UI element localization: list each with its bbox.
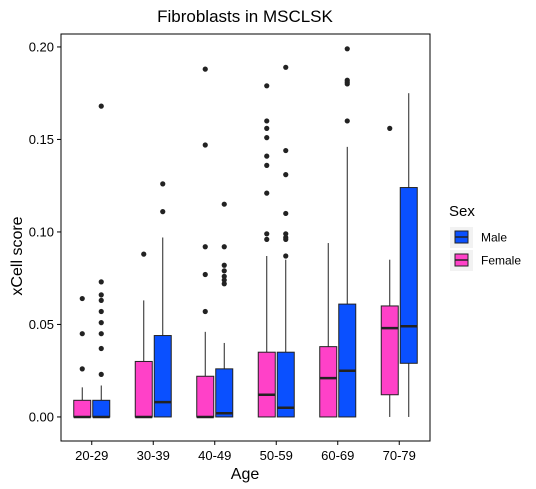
box-female-60-69	[319, 243, 338, 418]
outlier-point	[283, 147, 289, 154]
box-body	[338, 303, 357, 418]
box-body	[319, 346, 338, 418]
box-male-70-79	[399, 93, 418, 417]
outlier-point	[344, 118, 350, 124]
box-layer	[73, 46, 418, 419]
box-body	[92, 399, 111, 418]
outlier-point	[79, 295, 85, 302]
outlier-point	[221, 262, 227, 268]
outlier-point	[283, 253, 289, 259]
outlier-point	[221, 277, 227, 283]
outlier-point	[98, 345, 104, 352]
outlier-point	[202, 308, 208, 315]
outlier-point	[221, 201, 227, 207]
outlier-point	[141, 251, 147, 257]
box-body	[380, 305, 399, 396]
outlier-point	[160, 209, 166, 215]
outlier-point	[98, 331, 104, 337]
legend-label-male: Male	[481, 231, 507, 245]
box-male-30-39	[153, 181, 172, 418]
x-tick-label: 60-69	[321, 448, 354, 463]
box-female-70-79	[380, 125, 399, 417]
y-tick-label: 0.10	[29, 224, 54, 239]
outlier-point	[98, 279, 104, 285]
x-tick-label: 20-29	[75, 448, 108, 463]
chart-title: Fibroblasts in MSCLSK	[157, 7, 333, 26]
box-body	[257, 351, 276, 418]
outlier-point	[283, 210, 289, 217]
outlier-point	[202, 142, 208, 148]
box-female-20-29	[73, 295, 92, 419]
box-female-40-49	[196, 66, 215, 419]
box-body	[153, 335, 172, 418]
outlier-point	[264, 153, 270, 159]
outlier-point	[221, 244, 227, 250]
outlier-point	[221, 273, 227, 279]
outlier-point	[98, 371, 104, 377]
outlier-point	[79, 331, 85, 337]
y-axis: 0.00 0.05 0.10 0.15 0.20	[29, 39, 61, 424]
x-tick-label: 30-39	[137, 448, 170, 463]
outlier-point	[264, 83, 270, 89]
outlier-point	[264, 231, 270, 237]
y-tick-label: 0.00	[29, 409, 54, 424]
box-body	[73, 399, 92, 418]
y-axis-title: xCell score	[9, 216, 26, 295]
outlier-point	[283, 231, 289, 237]
outlier-point	[344, 77, 350, 83]
legend-label-female: Female	[481, 254, 521, 268]
outlier-point	[283, 64, 289, 70]
legend-title: Sex	[449, 203, 475, 220]
outlier-point	[202, 66, 208, 72]
outlier-point	[283, 234, 289, 241]
outlier-point	[264, 190, 270, 196]
outlier-point	[202, 271, 208, 278]
box-body	[215, 368, 234, 418]
box-female-30-39	[134, 251, 153, 419]
x-tick-label: 70-79	[383, 448, 416, 463]
plot-panel	[60, 33, 431, 442]
box-body	[399, 187, 418, 364]
outlier-point	[344, 46, 350, 52]
box-male-50-59	[276, 64, 295, 418]
y-tick-label: 0.15	[29, 132, 54, 147]
outlier-point	[202, 244, 208, 250]
outlier-point	[98, 297, 104, 303]
box-male-20-29	[92, 103, 111, 419]
x-axis-title: Age	[231, 466, 260, 483]
box-body	[196, 375, 215, 418]
outlier-point	[264, 135, 270, 141]
outlier-point	[221, 268, 227, 274]
outlier-point	[264, 125, 270, 131]
outlier-point	[79, 366, 85, 372]
outlier-point	[264, 162, 270, 168]
outlier-point	[264, 118, 270, 124]
outlier-point	[283, 172, 289, 178]
x-axis: 20-29 30-39 40-49 50-59 60-69 70-79	[75, 441, 416, 463]
y-tick-label: 0.20	[29, 39, 54, 54]
box-male-40-49	[215, 201, 234, 418]
box-body	[134, 360, 153, 418]
outlier-point	[387, 125, 393, 131]
x-tick-label: 50-59	[260, 448, 293, 463]
box-body	[276, 351, 295, 418]
outlier-point	[98, 320, 104, 326]
x-tick-label: 40-49	[198, 448, 231, 463]
outlier-point	[98, 103, 104, 109]
outlier-point	[160, 181, 166, 187]
outlier-point	[98, 292, 104, 298]
outlier-point	[264, 236, 270, 242]
box-female-50-59	[257, 83, 276, 418]
y-tick-label: 0.05	[29, 317, 54, 332]
box-male-60-69	[338, 46, 357, 418]
outlier-point	[221, 281, 227, 287]
outlier-point	[98, 308, 104, 315]
legend: Sex Male Female	[449, 203, 521, 271]
